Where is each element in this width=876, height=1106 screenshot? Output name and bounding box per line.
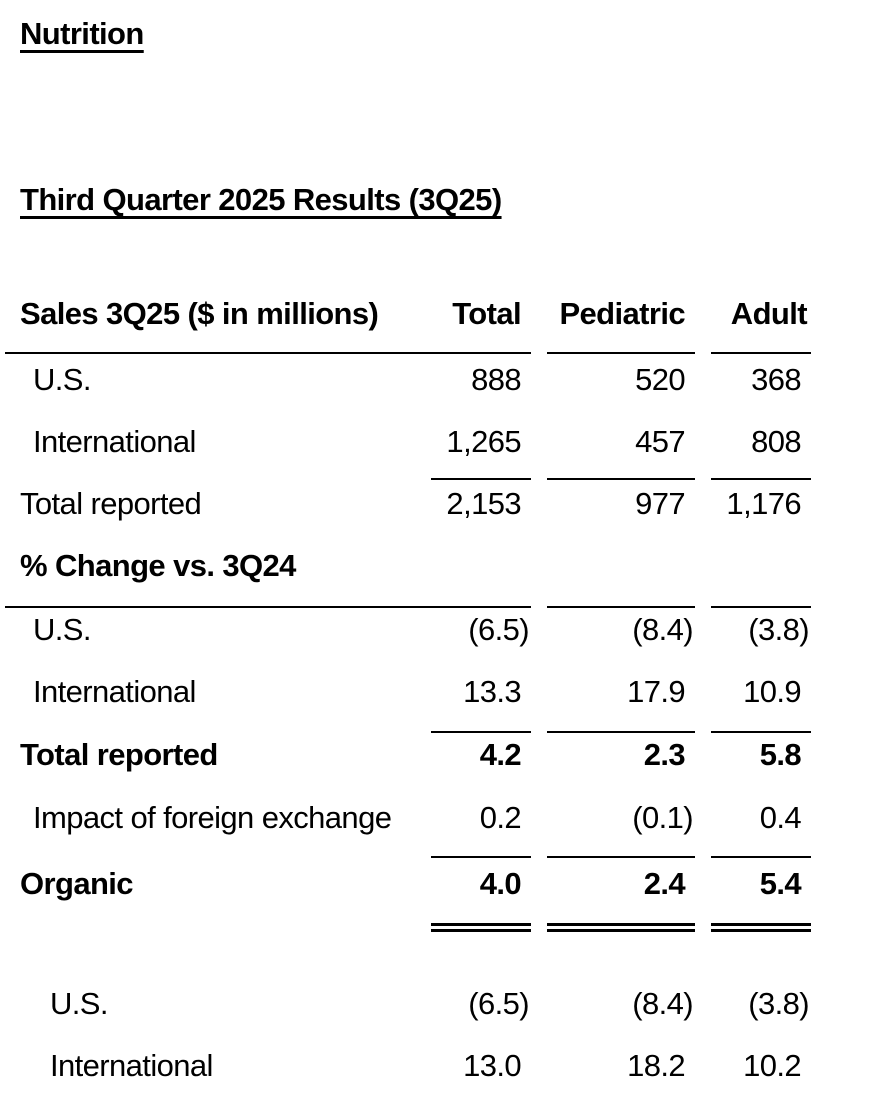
- subtotal-rule-row: [5, 856, 811, 858]
- cell-adult: 368: [751, 362, 802, 397]
- cell-total: 888: [471, 362, 522, 397]
- table-rule: [431, 478, 531, 480]
- table-rule: [547, 731, 695, 733]
- cell-total: 4.2: [479, 737, 522, 772]
- table-rule: [711, 478, 811, 480]
- table-row: International 13.0 18.2 10.2: [5, 1048, 810, 1084]
- page-title: Nutrition: [20, 16, 144, 51]
- cell-pediatric: 18.2: [627, 1048, 686, 1083]
- cell-total: (6.5): [468, 612, 529, 647]
- cell-pediatric: (8.4): [632, 986, 693, 1021]
- section-rule-row: [5, 606, 811, 608]
- row-label: International: [50, 1048, 213, 1083]
- row-label: International: [33, 424, 196, 459]
- row-label: U.S.: [33, 612, 91, 647]
- table-row: International 1,265 457 808: [5, 424, 810, 460]
- table-row: Organic 4.0 2.4 5.4: [5, 866, 810, 902]
- cell-adult: (3.8): [748, 986, 809, 1021]
- table-rule: [547, 606, 695, 608]
- column-header-pediatric: Pediatric: [559, 296, 685, 331]
- table-header-row: Sales 3Q25 ($ in millions) Total Pediatr…: [5, 296, 810, 332]
- cell-pediatric: (8.4): [632, 612, 693, 647]
- table-header-sales: Sales 3Q25 ($ in millions): [20, 296, 379, 331]
- table-rule: [711, 731, 811, 733]
- row-label: Total reported: [20, 486, 202, 521]
- table-rule: [711, 352, 811, 354]
- table-row: International 13.3 17.9 10.9: [5, 674, 810, 710]
- table-row: U.S. (6.5) (8.4) (3.8): [5, 612, 810, 648]
- cell-adult: 1,176: [726, 486, 801, 521]
- cell-adult: 10.2: [743, 1048, 802, 1083]
- cell-pediatric: 17.9: [627, 674, 686, 709]
- section-heading: Third Quarter 2025 Results (3Q25): [20, 182, 502, 217]
- table-row: Total reported 2,153 977 1,176: [5, 486, 810, 522]
- cell-total: 2,153: [446, 486, 521, 521]
- cell-pediatric: 977: [635, 486, 686, 521]
- cell-total: 13.0: [463, 1048, 522, 1083]
- pct-change-heading: % Change vs. 3Q24: [20, 548, 296, 583]
- header-rule-row: [5, 352, 811, 354]
- table-double-rule: [711, 923, 811, 932]
- table-rule: [547, 856, 695, 858]
- row-label: U.S.: [50, 986, 108, 1021]
- column-header-total: Total: [452, 296, 521, 331]
- cell-total: 13.3: [463, 674, 522, 709]
- table-row: Impact of foreign exchange 0.2 (0.1) 0.4: [5, 800, 810, 836]
- table-rule: [431, 731, 531, 733]
- cell-total: 1,265: [446, 424, 521, 459]
- cell-pediatric: 457: [635, 424, 686, 459]
- table-rule: [431, 856, 531, 858]
- cell-pediatric: 2.4: [643, 866, 686, 901]
- table-rule: [711, 856, 811, 858]
- subtotal-rule-row: [5, 478, 811, 480]
- table-double-rule: [547, 923, 695, 932]
- cell-adult: (3.8): [748, 612, 809, 647]
- subtotal-rule-row: [5, 731, 811, 733]
- cell-adult: 10.9: [743, 674, 802, 709]
- document-page: Nutrition Third Quarter 2025 Results (3Q…: [5, 0, 811, 1106]
- cell-adult: 5.4: [759, 866, 802, 901]
- table-rule: [5, 606, 531, 608]
- row-label: Impact of foreign exchange: [33, 800, 392, 835]
- cell-adult: 5.8: [759, 737, 802, 772]
- table-row: Total reported 4.2 2.3 5.8: [5, 737, 810, 773]
- column-header-adult: Adult: [730, 296, 808, 331]
- cell-pediatric: 2.3: [643, 737, 686, 772]
- table-rule: [547, 352, 695, 354]
- row-label: Total reported: [20, 737, 218, 772]
- cell-total: 4.0: [479, 866, 522, 901]
- row-label: Organic: [20, 866, 134, 901]
- table-rule: [547, 478, 695, 480]
- table-row: U.S. 888 520 368: [5, 362, 810, 398]
- cell-total: 0.2: [479, 800, 522, 835]
- cell-adult: 0.4: [759, 800, 802, 835]
- cell-adult: 808: [751, 424, 802, 459]
- row-label: U.S.: [33, 362, 91, 397]
- cell-total: (6.5): [468, 986, 529, 1021]
- cell-pediatric: 520: [635, 362, 686, 397]
- double-rule-row: [5, 923, 811, 932]
- pct-change-heading-row: % Change vs. 3Q24: [5, 548, 810, 584]
- table-double-rule: [431, 923, 531, 932]
- row-label: International: [33, 674, 196, 709]
- table-rule: [711, 606, 811, 608]
- table-row: U.S. (6.5) (8.4) (3.8): [5, 986, 810, 1022]
- cell-pediatric: (0.1): [632, 800, 693, 835]
- table-rule: [5, 352, 531, 354]
